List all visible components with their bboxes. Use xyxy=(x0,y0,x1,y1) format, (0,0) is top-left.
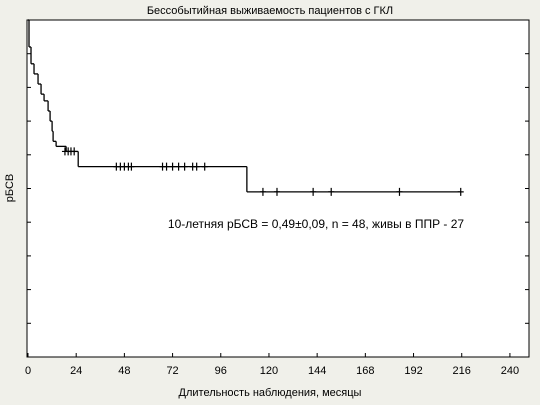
censor-mark xyxy=(169,162,176,171)
chart-title: Бессобытийная выживаемость пациентов с Г… xyxy=(147,5,393,17)
censor-mark xyxy=(181,162,188,171)
x-tick-label: 72 xyxy=(166,365,178,377)
censor-mark xyxy=(310,187,317,196)
censor-mark xyxy=(193,162,200,171)
plot-area xyxy=(26,19,530,358)
x-tick-label: 96 xyxy=(215,365,227,377)
censor-mark xyxy=(259,187,266,196)
censor-mark xyxy=(128,162,135,171)
x-tick-label: 168 xyxy=(356,365,374,377)
y-axis-label: рБСВ xyxy=(4,174,16,203)
censor-mark xyxy=(175,162,182,171)
x-tick-label: 0 xyxy=(25,365,31,377)
censor-mark xyxy=(328,187,335,196)
censor-mark xyxy=(71,147,78,156)
censor-mark xyxy=(163,162,170,171)
x-tick-label: 192 xyxy=(404,365,422,377)
x-tick-label: 24 xyxy=(70,365,82,377)
x-axis-label: Длительность наблюдения, месяцы xyxy=(179,387,362,399)
censor-mark xyxy=(457,187,464,196)
annotation: 10-летняя рБСВ = 0,49±0,09, n = 48, живы… xyxy=(168,217,465,231)
censor-mark xyxy=(201,162,208,171)
x-tick-label: 216 xyxy=(453,365,471,377)
x-tick-label: 144 xyxy=(308,365,326,377)
x-tick-label: 48 xyxy=(118,365,130,377)
censor-mark xyxy=(273,187,280,196)
censor-mark xyxy=(396,187,403,196)
x-tick-label: 240 xyxy=(501,365,519,377)
x-tick-label: 120 xyxy=(260,365,278,377)
